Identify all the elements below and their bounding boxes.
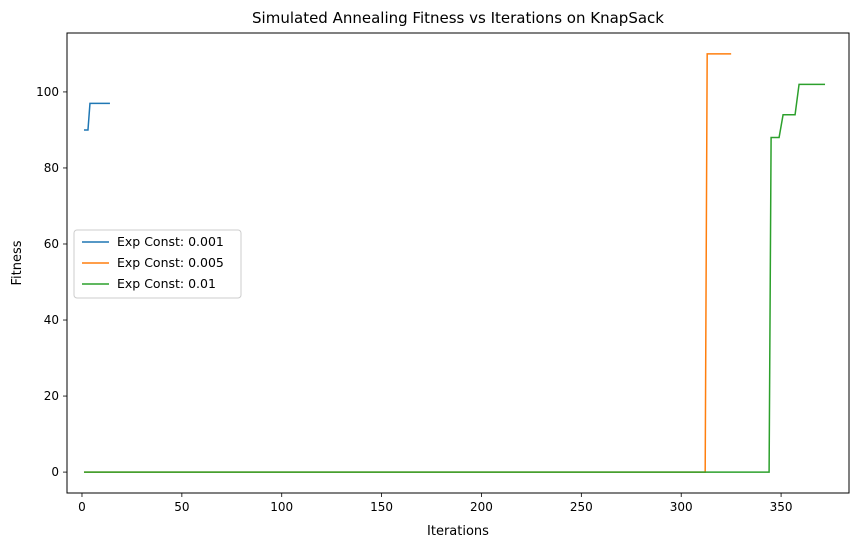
x-tick-label: 0 bbox=[78, 500, 86, 514]
y-tick-label: 40 bbox=[44, 313, 59, 327]
x-tick-label: 250 bbox=[570, 500, 593, 514]
x-axis-label: Iterations bbox=[427, 524, 489, 539]
legend: Exp Const: 0.001 Exp Const: 0.005 Exp Cons… bbox=[73, 229, 242, 299]
series-layer bbox=[83, 53, 826, 473]
y-tick-label: 20 bbox=[44, 389, 59, 403]
legend-label: Exp Const: 0.001 bbox=[117, 234, 224, 249]
x-tick-label: 150 bbox=[370, 500, 393, 514]
chart-title: Simulated Annealing Fitness vs Iteration… bbox=[252, 9, 664, 27]
legend-label: Exp Const: 0.01 bbox=[117, 276, 216, 291]
x-axis-ticks: 0 50 100 150 200 250 300 350 bbox=[78, 493, 793, 514]
y-tick-label: 60 bbox=[44, 237, 59, 251]
x-tick-label: 200 bbox=[470, 500, 493, 514]
x-tick-label: 50 bbox=[174, 500, 189, 514]
series-line-3 bbox=[83, 83, 826, 473]
y-tick-label: 0 bbox=[51, 465, 59, 479]
x-tick-label: 300 bbox=[670, 500, 693, 514]
legend-label: Exp Const: 0.005 bbox=[117, 255, 224, 270]
x-tick-label: 100 bbox=[270, 500, 293, 514]
series-line-1 bbox=[83, 102, 110, 131]
legend-box bbox=[73, 229, 242, 299]
y-axis-label: Fitness bbox=[10, 240, 25, 285]
y-axis-ticks: 0 20 40 60 80 100 bbox=[36, 85, 67, 479]
y-tick-label: 80 bbox=[44, 161, 59, 175]
y-tick-label: 100 bbox=[36, 85, 59, 99]
x-tick-label: 350 bbox=[770, 500, 793, 514]
